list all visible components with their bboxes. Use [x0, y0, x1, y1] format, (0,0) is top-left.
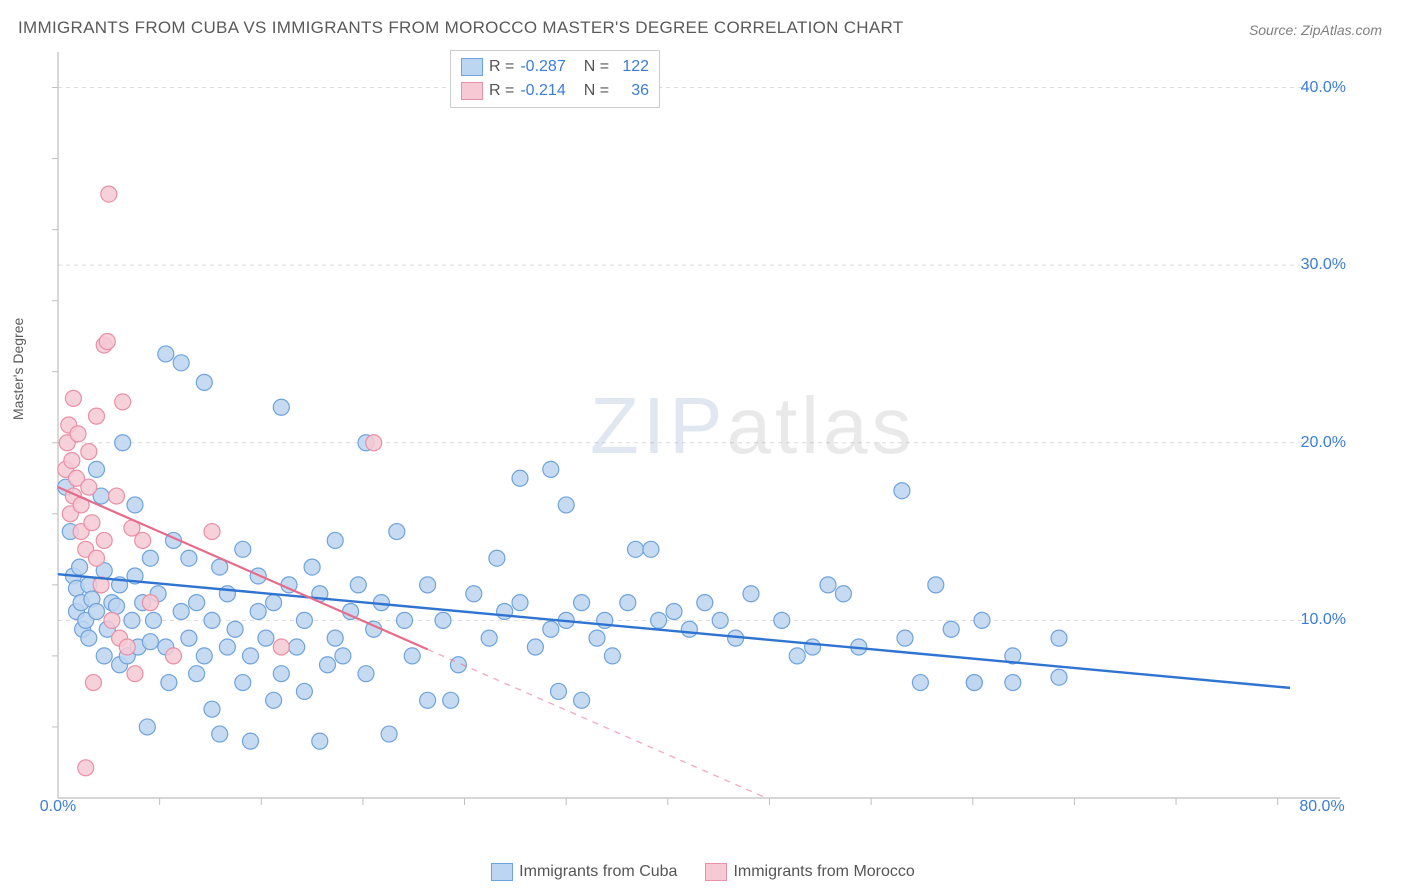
watermark-rest: atlas: [726, 381, 915, 470]
legend-swatch: [461, 58, 483, 76]
legend-item: Immigrants from Cuba: [491, 863, 677, 881]
legend-n-value: 122: [615, 55, 649, 79]
legend-label: Immigrants from Morocco: [733, 863, 914, 881]
y-tick-label: 30.0%: [1301, 256, 1346, 274]
watermark-zip: ZIP: [590, 381, 726, 470]
legend-stat-row: R =-0.214 N =36: [461, 79, 649, 103]
y-axis-label: Master's Degree: [10, 318, 26, 420]
watermark: ZIPatlas: [590, 380, 915, 472]
legend-n-value: 36: [615, 79, 649, 103]
legend-swatch: [491, 863, 513, 881]
chart-title: IMMIGRANTS FROM CUBA VS IMMIGRANTS FROM …: [18, 18, 903, 38]
legend-item: Immigrants from Morocco: [705, 863, 914, 881]
legend-r-value: -0.214: [520, 79, 565, 103]
legend-n-label: N =: [584, 55, 609, 79]
legend-r-label: R =: [489, 79, 514, 103]
legend-n-label: N =: [584, 79, 609, 103]
legend-r-value: -0.287: [520, 55, 565, 79]
legend-stat-row: R =-0.287 N =122: [461, 55, 649, 79]
bottom-legend: Immigrants from Cuba Immigrants from Moro…: [0, 863, 1406, 886]
source-label: Source: ZipAtlas.com: [1249, 22, 1382, 38]
y-tick-label: 40.0%: [1301, 79, 1346, 97]
legend-swatch: [705, 863, 727, 881]
y-tick-label: 20.0%: [1301, 434, 1346, 452]
y-tick-label: 10.0%: [1301, 611, 1346, 629]
x-tick-label: 0.0%: [40, 798, 76, 816]
legend-r-label: R =: [489, 55, 514, 79]
legend-stats-box: R =-0.287 N =122 R =-0.214 N =36: [450, 50, 660, 108]
x-tick-label: 80.0%: [1299, 798, 1344, 816]
legend-label: Immigrants from Cuba: [519, 863, 677, 881]
legend-swatch: [461, 82, 483, 100]
